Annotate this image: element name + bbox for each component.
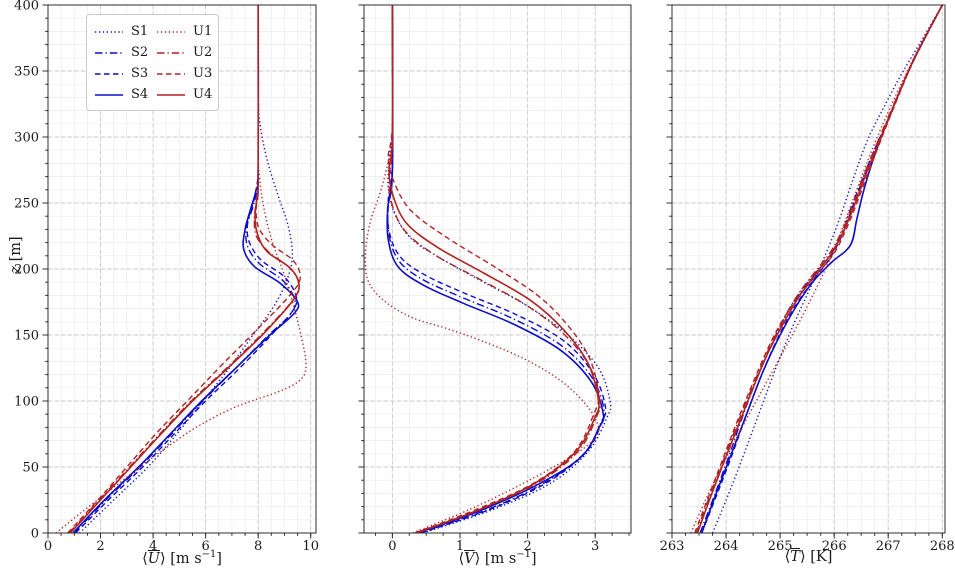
legend-label-U2: U2 xyxy=(193,45,213,60)
x-tick-label: 265 xyxy=(768,539,793,554)
y-tick-label: 200 xyxy=(14,263,39,278)
ticks xyxy=(666,4,943,539)
legend-label-S3: S3 xyxy=(131,66,149,81)
series-S1-T-line xyxy=(711,5,943,533)
x-tick-label: 0 xyxy=(388,539,396,554)
major-grid xyxy=(364,5,631,533)
legend-sample-U2 xyxy=(157,51,185,54)
x-tick-label: 8 xyxy=(254,539,262,554)
x-tick-label: 266 xyxy=(822,539,847,554)
legend-sample-S4 xyxy=(95,93,123,96)
panel-T: 263 264 265 266 267 268 xyxy=(660,4,955,554)
series-U4-T-line xyxy=(696,5,944,533)
legend-sample-U1 xyxy=(157,30,185,33)
legend-label-S1: S1 xyxy=(131,24,149,39)
series-S1-V-line xyxy=(387,5,612,533)
x-tick-label: 6 xyxy=(201,539,209,554)
x-axis-label-T: ⟨T⟩ [K] xyxy=(784,549,833,565)
x-tick-label: 263 xyxy=(660,539,685,554)
x-tick-label: 10 xyxy=(302,539,319,554)
x-tick-label: 267 xyxy=(876,539,901,554)
series-S3-V-line xyxy=(387,5,607,533)
x-tick-label: 3 xyxy=(591,539,599,554)
legend-sample-S2 xyxy=(95,51,123,54)
series-U1-V-line xyxy=(364,5,600,533)
y-tick-label: 100 xyxy=(14,395,39,410)
panel-V: 0 1 2 3 xyxy=(358,4,632,554)
x-axis-label-U: ⟨U⟩ [m s−1] xyxy=(142,549,222,567)
legend-sample-U4 xyxy=(157,93,185,96)
series-S4-V-line xyxy=(386,5,605,533)
legend-sample-S1 xyxy=(95,30,123,33)
y-tick-label: 50 xyxy=(22,461,39,476)
series-S3-T-line xyxy=(701,5,943,533)
ticks xyxy=(42,4,312,539)
legend-label-U4: U4 xyxy=(193,87,213,102)
x-tick-label: 2 xyxy=(96,539,104,554)
series-U2-T-line xyxy=(695,5,943,533)
x-tick-label: 2 xyxy=(523,539,531,554)
series-U2-V-line xyxy=(388,5,602,533)
series-U4-U-line xyxy=(69,5,300,533)
y-axis-label: z [m] xyxy=(8,236,24,274)
x-tick-label: 1 xyxy=(456,539,464,554)
legend-sample-U3 xyxy=(157,72,185,75)
x-tick-label: 0 xyxy=(44,539,52,554)
legend-label-U1: U1 xyxy=(193,24,213,39)
series-U1-T-line xyxy=(690,5,943,533)
y-tick-label: 0 xyxy=(31,527,39,542)
legend-label-S4: S4 xyxy=(131,87,149,102)
x-tick-label: 4 xyxy=(149,539,157,554)
legend-sample-S3 xyxy=(95,72,123,75)
series-U4-V-line xyxy=(388,5,600,533)
series-U3-U-line xyxy=(67,5,302,533)
x-axis-label-V: ⟨V⟩ [m s−1] xyxy=(458,549,537,567)
y-tick-label: 150 xyxy=(14,329,39,344)
y-tick-label: 250 xyxy=(14,197,39,212)
series-S4-U-line xyxy=(72,5,300,533)
x-tick-label: 268 xyxy=(930,539,955,554)
y-tick-label: 300 xyxy=(14,131,39,146)
legend-label-U3: U3 xyxy=(193,66,213,81)
legend-label-S2: S2 xyxy=(131,45,149,60)
y-tick-label: 400 xyxy=(14,0,39,14)
y-tick-label: 350 xyxy=(14,65,39,80)
legend: S1 U1 S2 U2 S3 U3 S4 U4 xyxy=(86,14,219,111)
series-S3-U-line xyxy=(75,5,298,533)
ticks xyxy=(358,4,630,539)
x-tick-label: 264 xyxy=(714,539,739,554)
